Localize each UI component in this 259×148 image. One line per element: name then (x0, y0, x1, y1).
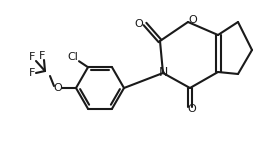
Text: N: N (158, 66, 168, 79)
Text: O: O (189, 15, 197, 25)
Text: F: F (39, 51, 45, 61)
Text: O: O (135, 19, 143, 29)
Text: F: F (29, 68, 35, 78)
Text: F: F (29, 52, 35, 62)
Text: O: O (54, 83, 62, 93)
Text: Cl: Cl (68, 52, 78, 62)
Text: O: O (188, 104, 196, 114)
